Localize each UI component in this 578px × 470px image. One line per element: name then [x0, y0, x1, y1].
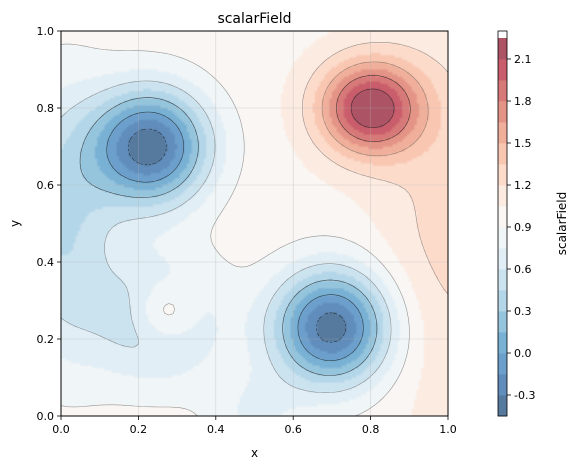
- colorbar-band-12: [498, 143, 507, 165]
- colorbar-tick-label-1: 0.0: [514, 347, 532, 360]
- plot-area: 0.0 0.2 0.4 0.6 0.8 1.0 0.0 0.2 0.4 0.6 0.8 1.0: [37, 25, 457, 436]
- colorbar-band-13: [498, 122, 507, 144]
- colorbar-tick-label-7: 1.8: [514, 95, 532, 108]
- y-axis: 0.0 0.2 0.4 0.6 0.8 1.0: [37, 25, 61, 423]
- contour-line-1: [106, 111, 364, 361]
- chart-title: scalarField: [217, 11, 291, 27]
- contour-line-2: [79, 97, 378, 376]
- colorbar-band-17: [498, 38, 507, 60]
- colorbar-band-2: [498, 353, 507, 375]
- x-axis: 0.0 0.2 0.4 0.6 0.8 1.0: [52, 416, 457, 436]
- colorbar-band-4: [498, 311, 507, 333]
- x-axis-label: x: [251, 446, 258, 460]
- y-tick-label-5: 1.0: [37, 25, 55, 38]
- colorbar-tick-label-4: 0.9: [514, 221, 532, 234]
- colorbar-band-9: [498, 206, 507, 228]
- contour-line-8: [350, 88, 395, 128]
- colorbar-tick-label-8: 2.1: [514, 53, 532, 66]
- colorbar-band-0: [498, 395, 507, 417]
- colorbar-band-1: [498, 374, 507, 396]
- x-tick-label-1: 0.2: [130, 423, 148, 436]
- x-tick-label-5: 1.0: [439, 423, 457, 436]
- colorbar-band-6: [498, 269, 507, 291]
- plot-frame: [60, 30, 449, 417]
- contour-lines: [61, 42, 448, 416]
- contour-fill: [61, 31, 448, 416]
- colorbar-band-11: [498, 164, 507, 186]
- x-tick-label-4: 0.8: [362, 423, 380, 436]
- contour-line-5: [302, 42, 448, 295]
- y-axis-label: y: [8, 220, 22, 227]
- colorbar-tick-label-2: 0.3: [514, 305, 532, 318]
- colorbar-band-5: [498, 290, 507, 312]
- colorbar-tick-label-5: 1.2: [514, 179, 532, 192]
- x-tick-label-2: 0.4: [207, 423, 225, 436]
- colorbar-band-7: [498, 248, 507, 270]
- y-tick-label-4: 0.8: [37, 102, 55, 115]
- colorbar-tick-label-3: 0.6: [514, 263, 532, 276]
- colorbar-tick-label-6: 1.5: [514, 137, 532, 150]
- y-tick-label-0: 0.0: [37, 410, 55, 423]
- colorbar-band-16: [498, 59, 507, 81]
- x-tick-label-0: 0.0: [52, 423, 70, 436]
- colorbar-frame: [497, 30, 508, 417]
- contour-line-4: [61, 43, 410, 416]
- contour-line-7: [336, 75, 411, 142]
- y-tick-label-2: 0.4: [37, 256, 55, 269]
- colorbar-band-14: [498, 101, 507, 123]
- colorbar: -0.3 0.0 0.3 0.6 0.9 1.2 1.5 1.8 2.1 scalarField: [497, 30, 569, 417]
- colorbar-label: scalarField: [555, 192, 569, 256]
- x-tick-label-3: 0.6: [284, 423, 302, 436]
- colorbar-band-8: [498, 227, 507, 249]
- colorbar-band-15: [498, 80, 507, 102]
- y-tick-label-3: 0.6: [37, 179, 55, 192]
- colorbar-ticks: -0.3 0.0 0.3 0.6 0.9 1.2 1.5 1.8 2.1: [507, 53, 535, 402]
- y-tick-label-1: 0.2: [37, 333, 55, 346]
- colorbar-band-3: [498, 332, 507, 354]
- colorbar-tick-label-0: -0.3: [514, 389, 535, 402]
- contour-line-0: [127, 128, 346, 343]
- contour-line-6: [321, 61, 429, 157]
- colorbar-bands: [498, 38, 507, 417]
- colorbar-band-10: [498, 185, 507, 207]
